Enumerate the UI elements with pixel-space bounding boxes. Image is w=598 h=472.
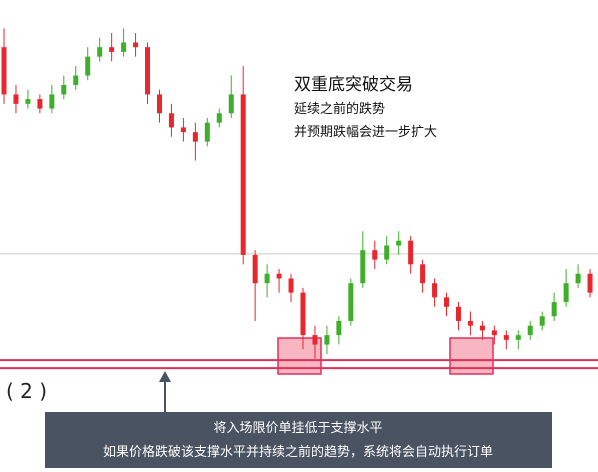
candle-body: [37, 99, 43, 109]
candle-body: [168, 113, 174, 128]
annotation-box: [45, 412, 552, 468]
candle-body: [85, 56, 91, 76]
candle-body: [240, 94, 246, 255]
candles: [0, 28, 598, 370]
arrow-head: [159, 371, 171, 382]
candle-body: [49, 94, 55, 109]
candle-body: [288, 278, 294, 293]
candle-body: [324, 335, 330, 345]
candle-body: [455, 306, 461, 321]
candle-body: [515, 335, 521, 340]
candle-body: [420, 264, 426, 284]
candle-body: [491, 330, 497, 336]
candle-body: [228, 94, 234, 114]
candle-body: [61, 84, 67, 95]
candle-body: [216, 113, 222, 123]
candle-body: [1, 47, 7, 95]
candle-body: [372, 250, 378, 260]
candle-body: [109, 47, 115, 52]
annotation: 将入场限价单挂低于支撑水平: [213, 421, 382, 436]
subtitle: 并预期跌幅会进一步扩大: [294, 124, 437, 140]
candle-body: [97, 47, 103, 57]
candle-body: [503, 335, 509, 340]
candle-body: [432, 283, 438, 298]
candle-body: [479, 325, 485, 331]
candle-body: [133, 42, 139, 48]
candle-body: [575, 273, 581, 284]
candle-body: [204, 122, 210, 142]
candle-body: [348, 283, 354, 321]
candle-body: [563, 283, 569, 303]
candle-body: [180, 127, 186, 133]
candle-body: [145, 47, 151, 95]
candle-body: [312, 335, 318, 345]
step-label: ( 2 ): [6, 379, 47, 403]
candle-body: [73, 75, 79, 85]
candle-body: [408, 240, 414, 265]
candle-body: [360, 250, 366, 284]
candle-body: [121, 42, 127, 52]
candle-body: [276, 273, 282, 279]
candle-body: [300, 292, 306, 336]
candle-body: [539, 316, 545, 326]
subtitle: 延续之前的跌势: [294, 101, 385, 117]
candle-body: [192, 132, 198, 142]
candle-body: [13, 94, 19, 104]
chart-title: 双重底突破交易: [294, 75, 413, 95]
candle-body: [156, 94, 162, 114]
candle-body: [336, 320, 342, 336]
candle-body: [467, 320, 473, 326]
candle-body: [25, 99, 31, 104]
candle-body: [384, 245, 390, 260]
annotation: 如果价格跌破该支撑水平并持续之前的趋势，系统将会自动执行订单: [103, 444, 493, 460]
candle-body: [396, 240, 402, 246]
candle-body: [587, 273, 593, 293]
candle-body: [252, 254, 258, 284]
candle-body: [264, 273, 270, 284]
candle-body: [551, 302, 557, 317]
candle-body: [527, 325, 533, 336]
candle-body: [444, 297, 450, 307]
